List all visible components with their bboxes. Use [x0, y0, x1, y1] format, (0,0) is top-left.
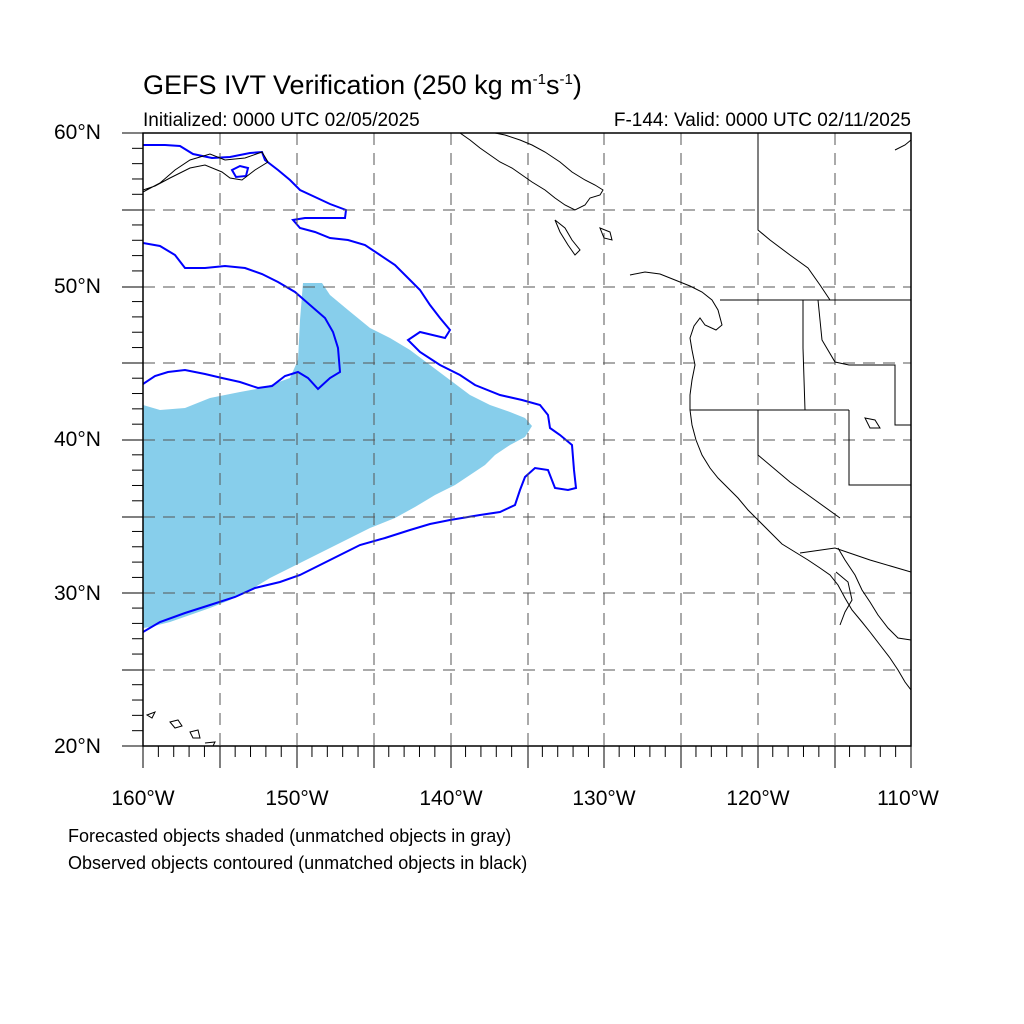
lat-label-20n: 20°N [54, 735, 101, 758]
lat-label-30n: 30°N [54, 582, 101, 605]
forecast-object [143, 283, 532, 628]
lon-label-160w: 160°W [111, 787, 175, 810]
forecast-note: Forecasted objects shaded (unmatched obj… [68, 826, 512, 846]
observed-contour-inner [143, 242, 342, 391]
lon-label-110w: 110°W [877, 787, 939, 810]
lat-label-50n: 50°N [54, 275, 101, 298]
lon-label-130w: 130°W [572, 787, 636, 810]
chart-title: GEFS IVT Verification (250 kg m-1s-1) [143, 70, 582, 100]
observed-note: Observed objects contoured (unmatched ob… [68, 853, 528, 873]
graticule [143, 133, 911, 746]
axis-ticks [122, 132, 912, 768]
lat-label-40n: 40°N [54, 428, 101, 451]
lat-label-60n: 60°N [54, 121, 101, 144]
minor-ticks [132, 147, 897, 757]
valid-time-label: F-144: Valid: 0000 UTC 02/11/2025 [613, 110, 911, 131]
lon-label-150w: 150°W [265, 787, 329, 810]
lon-label-140w: 140°W [419, 787, 483, 810]
observed-contour [143, 144, 578, 633]
initialized-label: Initialized: 0000 UTC 02/05/2025 [143, 110, 420, 131]
coastlines [143, 133, 911, 746]
observed-contour-small [230, 164, 250, 179]
lon-label-120w: 120°W [726, 787, 790, 810]
